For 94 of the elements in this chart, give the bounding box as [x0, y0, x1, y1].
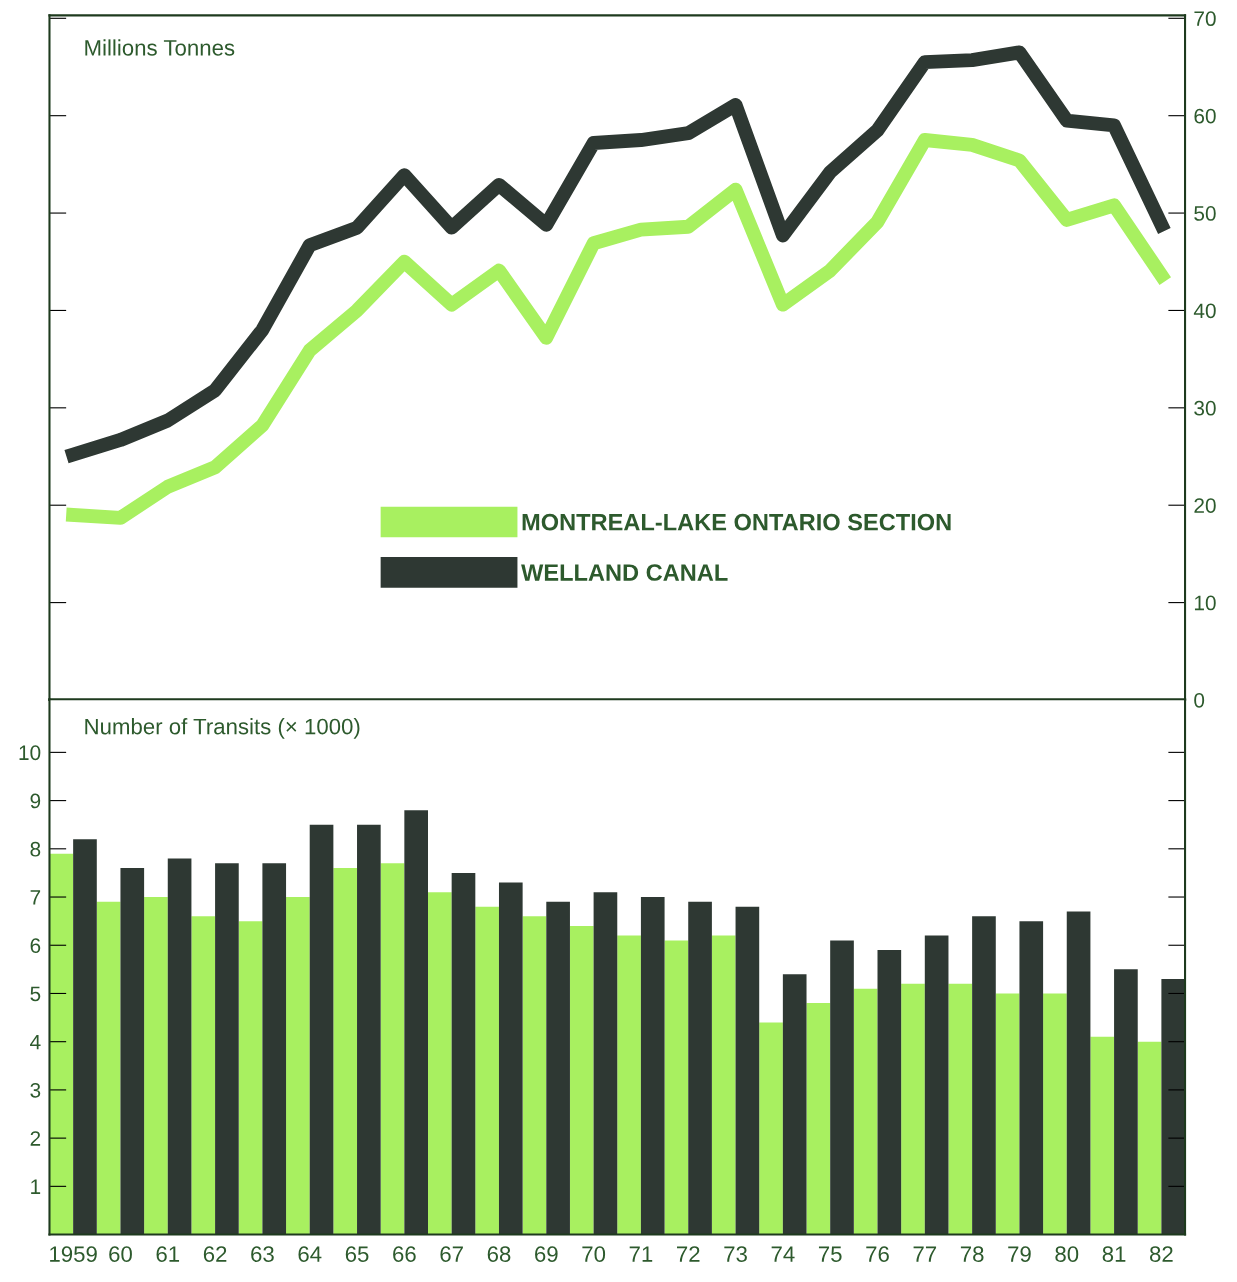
bar	[782, 974, 807, 1235]
bar	[901, 983, 925, 1235]
bar	[286, 897, 310, 1235]
x-tick-label: 70	[582, 1246, 606, 1262]
bar	[640, 897, 665, 1235]
y-axis-title: Millions Tonnes	[85, 39, 235, 56]
bar	[617, 935, 641, 1235]
bar	[664, 940, 689, 1235]
bar	[995, 993, 1020, 1235]
x-tick-label: 65	[345, 1246, 369, 1262]
bar	[522, 916, 547, 1235]
y-tick-label: 40	[1193, 303, 1216, 319]
y-tick-label: 30	[1194, 400, 1216, 416]
bar	[309, 824, 334, 1235]
bar	[357, 824, 381, 1235]
y-tick-label: 20	[1194, 498, 1216, 513]
bar	[853, 988, 878, 1235]
bar	[924, 935, 949, 1235]
bar	[428, 892, 452, 1235]
bar	[262, 863, 287, 1235]
bar	[49, 853, 74, 1235]
x-tick-label: 63	[251, 1246, 274, 1262]
bar	[215, 863, 239, 1235]
y-tick-label: 10	[1194, 595, 1216, 611]
x-tick-label: 67	[440, 1246, 463, 1262]
bar	[1043, 993, 1067, 1235]
bar	[546, 901, 570, 1235]
legend-label: WELLAND CANAL	[521, 564, 728, 581]
bar	[1137, 1041, 1162, 1235]
y-tick-label: 7	[30, 890, 41, 905]
bar	[475, 906, 499, 1235]
x-tick-label: 79	[1008, 1246, 1031, 1262]
bar	[451, 872, 476, 1235]
bar	[735, 906, 760, 1235]
y-tick-label: 8	[30, 841, 41, 857]
x-tick-label: 78	[960, 1246, 984, 1262]
bar	[688, 901, 712, 1235]
x-tick-label: 74	[771, 1246, 795, 1262]
x-tick-label: 75	[818, 1246, 842, 1262]
x-tick-label: 1959	[50, 1246, 97, 1262]
bar	[759, 1022, 783, 1235]
x-tick-label: 62	[203, 1246, 227, 1262]
bar	[806, 1003, 831, 1235]
x-tick-label: 64	[298, 1246, 322, 1262]
bar	[96, 901, 121, 1235]
y-tick-label: 5	[30, 986, 41, 1002]
bar	[830, 940, 854, 1235]
bar	[711, 935, 736, 1235]
bar	[1019, 921, 1044, 1235]
x-tick-label: 68	[487, 1246, 511, 1262]
bar	[73, 839, 97, 1235]
y-tick-label: 2	[30, 1131, 41, 1146]
bar	[498, 882, 523, 1235]
x-tick-label: 60	[109, 1246, 132, 1262]
y-tick-label: 9	[30, 793, 41, 809]
y-tick-label: 1	[31, 1179, 41, 1194]
y-tick-label: 0	[1194, 692, 1205, 708]
x-tick-label: 69	[535, 1246, 558, 1262]
bar	[972, 916, 996, 1235]
y-tick-label: 70	[1194, 11, 1216, 27]
bar	[569, 925, 594, 1235]
bar	[167, 858, 192, 1235]
legend-label: MONTREAL-LAKE ONTARIO SECTION	[522, 513, 951, 531]
bar	[593, 892, 618, 1235]
x-tick-label: 73	[724, 1246, 747, 1262]
bar	[238, 921, 263, 1235]
y-tick-label: 4	[30, 1034, 41, 1050]
bar	[1090, 1036, 1115, 1235]
bar	[380, 863, 405, 1235]
y-tick-label: 10	[19, 745, 41, 761]
bar	[1114, 969, 1138, 1235]
y-tick-label: 50	[1194, 206, 1216, 221]
bar	[144, 897, 168, 1235]
bar	[404, 810, 428, 1235]
x-tick-label: 71	[629, 1246, 653, 1262]
x-tick-label: 80	[1055, 1246, 1079, 1262]
bar	[1066, 911, 1091, 1235]
bar	[1161, 979, 1186, 1235]
y-axis-title: Number of Transits (× 1000)	[85, 718, 360, 739]
x-tick-label: 72	[677, 1246, 700, 1262]
x-tick-label: 82	[1150, 1246, 1173, 1262]
bar	[333, 868, 358, 1235]
x-tick-label: 76	[866, 1246, 889, 1262]
y-tick-label: 3	[30, 1082, 41, 1098]
bar	[120, 868, 145, 1235]
y-tick-label: 60	[1194, 108, 1216, 124]
x-tick-label: 61	[156, 1246, 180, 1262]
x-tick-label: 81	[1102, 1246, 1126, 1262]
bar	[191, 916, 216, 1235]
x-tick-label: 77	[913, 1246, 937, 1262]
y-tick-label: 6	[30, 938, 41, 953]
bar	[948, 983, 973, 1235]
bar	[877, 950, 902, 1235]
x-tick-label: 66	[393, 1246, 416, 1262]
